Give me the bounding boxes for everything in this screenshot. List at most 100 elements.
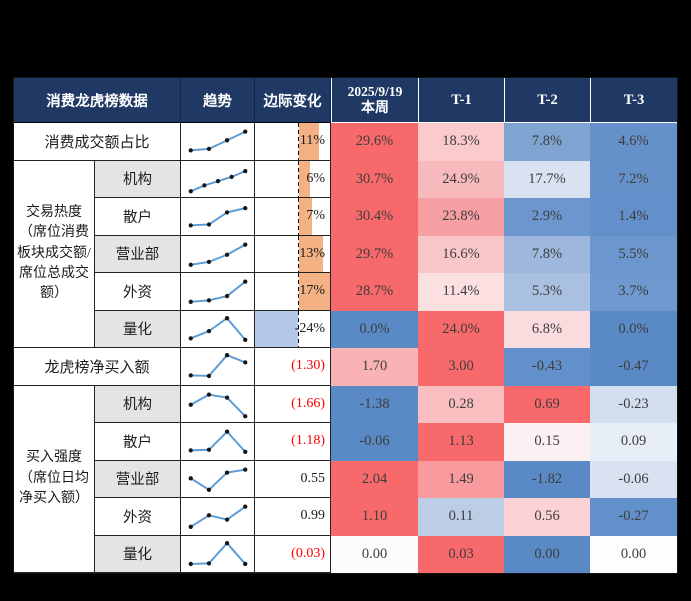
value-cell: 11.4% bbox=[418, 273, 504, 311]
value-cell: 0.11 bbox=[418, 498, 504, 536]
value-cell: 28.7% bbox=[331, 273, 418, 311]
value-cell: 0.0% bbox=[590, 310, 677, 348]
marginal-bar-positive bbox=[299, 235, 323, 272]
zero-axis-line bbox=[298, 123, 299, 160]
table-row: 外资 0.99 1.10 0.11 0.56 -0.27 bbox=[14, 498, 677, 536]
trend-sparkline-cell bbox=[181, 423, 255, 461]
header-t3: T-3 bbox=[590, 78, 677, 123]
value-cell: 17.7% bbox=[504, 160, 590, 198]
value-cell: -1.82 bbox=[504, 460, 590, 498]
trend-sparkline bbox=[188, 467, 247, 492]
table-row: 量化 (0.03) 0.00 0.03 0.00 0.00 bbox=[14, 535, 677, 573]
zero-axis-line bbox=[298, 273, 299, 310]
value-cell: 6.8% bbox=[504, 310, 590, 348]
value-cell: 0.15 bbox=[504, 423, 590, 461]
zero-axis-line bbox=[298, 310, 299, 347]
marginal-change-cell: 13% bbox=[255, 235, 331, 273]
trend-sparkline-cell bbox=[181, 385, 255, 423]
row-label-cell: 机构 bbox=[95, 160, 181, 198]
trend-sparkline bbox=[188, 168, 247, 194]
header-marginal-change: 边际变化 bbox=[255, 78, 331, 123]
trend-sparkline bbox=[188, 392, 247, 419]
marginal-change-value: (0.03) bbox=[291, 545, 325, 561]
row-label-cell: 量化 bbox=[95, 310, 181, 348]
table-row: 营业部 0.55 2.04 1.49 -1.82 -0.06 bbox=[14, 460, 677, 498]
trend-sparkline bbox=[188, 279, 247, 305]
value-cell: 24.9% bbox=[418, 160, 504, 198]
trend-sparkline bbox=[188, 242, 247, 267]
row-label-cell: 量化 bbox=[95, 535, 181, 573]
value-cell: 24.0% bbox=[418, 310, 504, 348]
marginal-change-value: 17% bbox=[299, 283, 325, 298]
marginal-change-value: -24% bbox=[294, 320, 325, 336]
trend-sparkline bbox=[188, 504, 247, 530]
value-cell: -0.06 bbox=[331, 423, 418, 461]
value-cell: 2.9% bbox=[504, 198, 590, 236]
trend-sparkline-cell bbox=[181, 160, 255, 198]
header-week-label: 本周 bbox=[361, 100, 389, 116]
value-cell: 3.00 bbox=[418, 348, 504, 386]
marginal-bar-positive bbox=[299, 160, 310, 197]
value-cell: 0.69 bbox=[504, 385, 590, 423]
trend-sparkline-cell bbox=[181, 235, 255, 273]
zero-axis-line bbox=[298, 198, 299, 235]
marginal-change-cell: (1.30) bbox=[255, 348, 331, 386]
row-label-cell: 营业部 bbox=[95, 460, 181, 498]
marginal-change-cell: 0.55 bbox=[255, 460, 331, 498]
group-label-cell: 买入强度（席位日均净买入额） bbox=[14, 385, 95, 573]
value-cell: 0.00 bbox=[590, 535, 677, 573]
value-cell: 0.28 bbox=[418, 385, 504, 423]
value-cell: 0.00 bbox=[504, 535, 590, 573]
value-cell: -0.23 bbox=[590, 385, 677, 423]
row-label-cell: 散户 bbox=[95, 198, 181, 236]
value-cell: 29.6% bbox=[331, 123, 418, 161]
value-cell: 29.7% bbox=[331, 235, 418, 273]
value-cell: 16.6% bbox=[418, 235, 504, 273]
marginal-change-value: (1.18) bbox=[291, 433, 325, 448]
trend-sparkline bbox=[188, 315, 247, 342]
dragon-tiger-table: 消费龙虎榜数据 趋势 边际变化 2025/9/19 本周 T-1 T-2 T-3… bbox=[13, 77, 678, 574]
value-cell: 1.4% bbox=[590, 198, 677, 236]
value-cell: 0.00 bbox=[331, 535, 418, 573]
marginal-change-value: 6% bbox=[306, 170, 325, 186]
value-cell: 0.0% bbox=[331, 310, 418, 348]
row-label-cell: 营业部 bbox=[95, 235, 181, 273]
value-cell: 23.8% bbox=[418, 198, 504, 236]
trend-sparkline-cell bbox=[181, 460, 255, 498]
zero-axis-line bbox=[298, 235, 299, 272]
marginal-change-cell: (0.03) bbox=[255, 535, 331, 573]
value-cell: 3.7% bbox=[590, 273, 677, 311]
table-row: 外资 17% 28.7% 11.4% 5.3% 3.7% bbox=[14, 273, 677, 311]
header-week-date: 2025/9/19 bbox=[347, 83, 403, 99]
value-cell: -0.27 bbox=[590, 498, 677, 536]
group-label-cell: 交易热度（席位消费板块成交额/席位总成交额） bbox=[14, 160, 95, 348]
marginal-change-cell: 11% bbox=[255, 123, 331, 161]
value-cell: 4.6% bbox=[590, 123, 677, 161]
marginal-bar-negative bbox=[255, 310, 299, 347]
marginal-change-cell: -24% bbox=[255, 310, 331, 348]
marginal-change-value: (1.30) bbox=[291, 358, 325, 373]
trend-sparkline bbox=[188, 429, 247, 455]
marginal-change-cell: 0.99 bbox=[255, 498, 331, 536]
row-label-cell: 消费成交额占比 bbox=[14, 123, 181, 161]
marginal-change-value: 0.55 bbox=[300, 470, 326, 486]
marginal-change-value: (1.66) bbox=[291, 395, 325, 411]
table-row: 营业部 13% 29.7% 16.6% 7.8% 5.5% bbox=[14, 235, 677, 273]
marginal-change-value: 7% bbox=[306, 208, 325, 223]
value-cell: 1.13 bbox=[418, 423, 504, 461]
value-cell: 1.70 bbox=[331, 348, 418, 386]
marginal-change-value: 0.99 bbox=[300, 508, 326, 523]
header-t1: T-1 bbox=[418, 78, 504, 123]
value-cell: -0.43 bbox=[504, 348, 590, 386]
zero-axis-line bbox=[298, 160, 299, 197]
header-title: 消费龙虎榜数据 bbox=[14, 78, 181, 123]
table-row: 交易热度（席位消费板块成交额/席位总成交额） 机构 6% 30.7% 24.9% 17.7… bbox=[14, 160, 677, 348]
marginal-change-value: 13% bbox=[299, 245, 325, 261]
value-cell: 1.10 bbox=[331, 498, 418, 536]
value-cell: 2.04 bbox=[331, 460, 418, 498]
value-cell: 30.7% bbox=[331, 160, 418, 198]
marginal-change-cell: (1.18) bbox=[255, 423, 331, 461]
header-current-week: 2025/9/19 本周 bbox=[331, 78, 418, 123]
value-cell: 0.56 bbox=[504, 498, 590, 536]
